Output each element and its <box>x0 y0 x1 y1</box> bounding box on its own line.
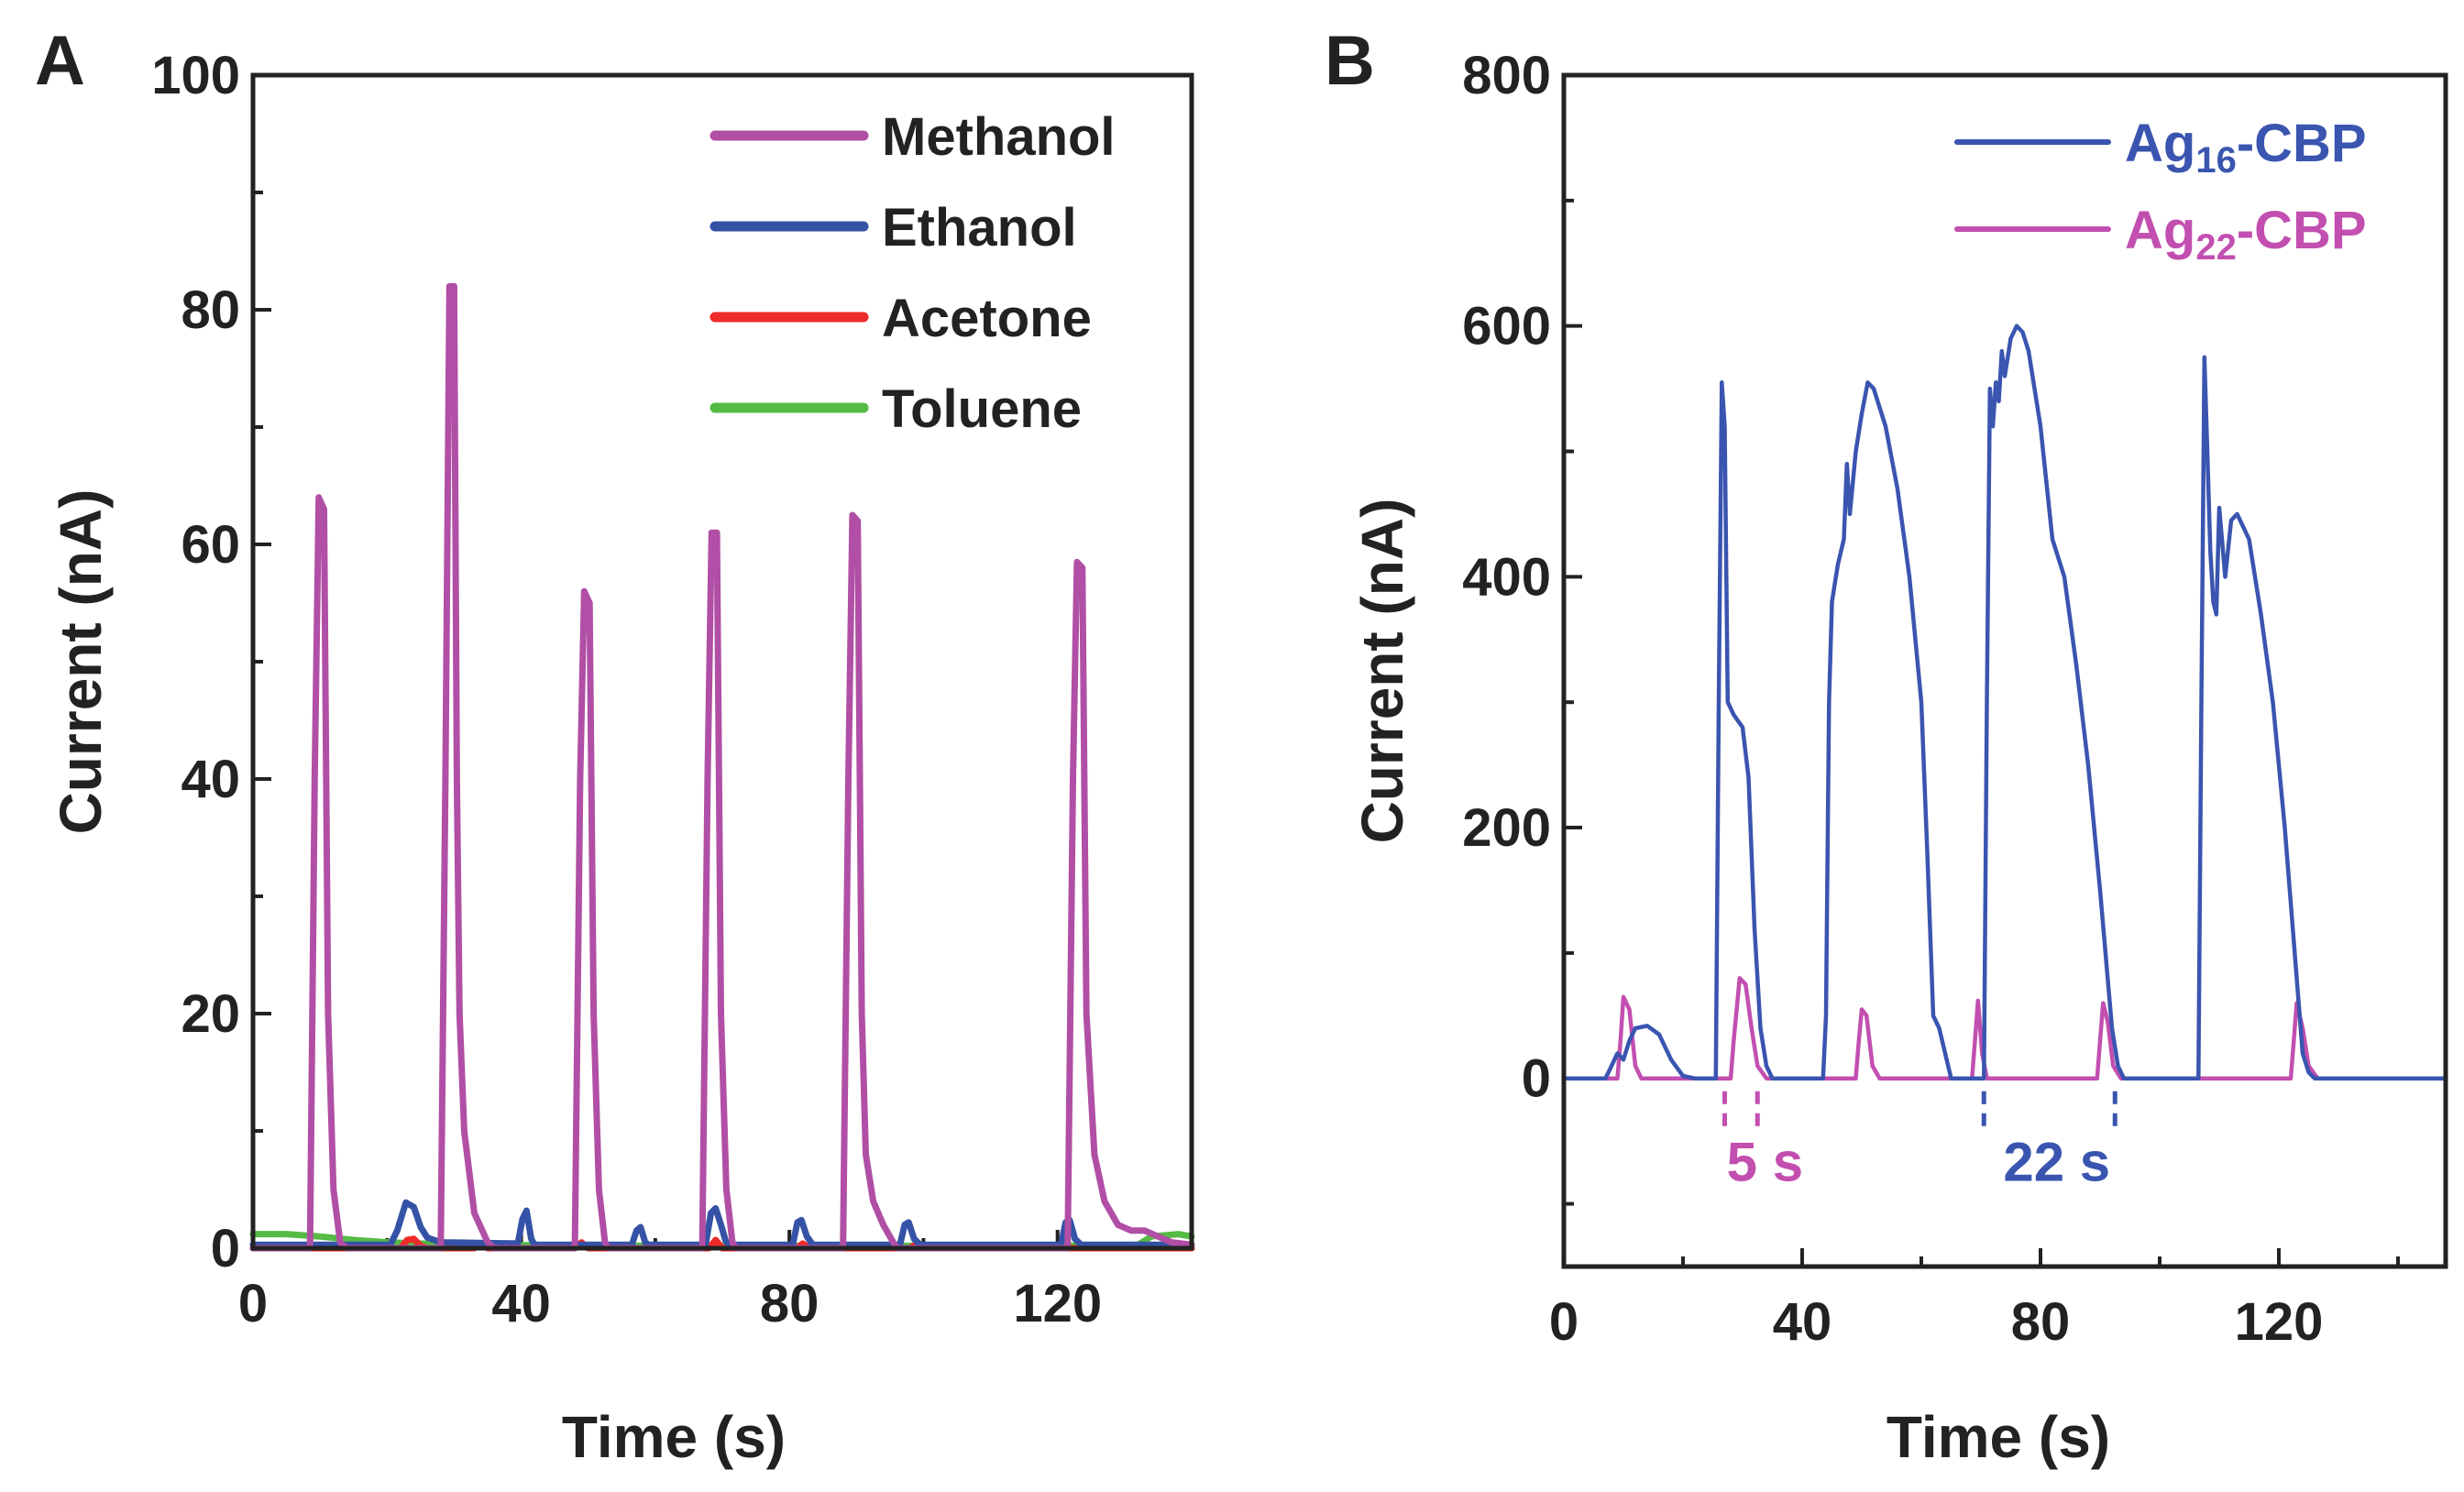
panel-a-legend: Methanol Ethanol Acetone Toluene <box>710 107 1116 439</box>
panel-a-x-tick-label: 120 <box>1013 1274 1102 1333</box>
panel-b-x-axis-title: Time (s) <box>1886 1404 2110 1470</box>
legend-label-ag16-cbp: Ag16-CBP <box>2125 114 2367 181</box>
panel-b-annotations: 5 s 22 s <box>1722 1091 2118 1193</box>
panel-b-y-axis-title: Current (nA) <box>1349 499 1415 844</box>
legend-label-methanol: Methanol <box>882 107 1116 167</box>
panel-a-y-tick-label: 80 <box>181 280 240 340</box>
panel-b-ticks: 0 40 80 120 0 200 400 600 800 <box>1462 46 2400 1352</box>
panel-a-y-tick-label: 0 <box>211 1219 240 1278</box>
panel-a-x-tick-label: 40 <box>491 1274 551 1333</box>
panel-a-series-ethanol <box>249 1199 1195 1248</box>
panel-a-y-tick-label: 20 <box>181 984 240 1044</box>
panel-b-y-tick-label: 0 <box>1522 1049 1551 1109</box>
panel-a-y-axis-title: Current (nA) <box>48 489 114 835</box>
panel-b-y-tick-label: 800 <box>1462 46 1551 105</box>
panel-b-series-ag16-cbp <box>1561 324 2448 1081</box>
panel-b-axes-frame <box>1561 72 2448 1269</box>
panel-b-y-tick-label: 600 <box>1462 297 1551 357</box>
panel-b-series <box>1561 324 2448 1081</box>
panel-b-y-tick-label: 400 <box>1462 547 1551 607</box>
panel-letter-a: A <box>35 22 85 100</box>
legend-label-ethanol: Ethanol <box>882 198 1077 258</box>
legend-label-ag22-cbp: Ag22-CBP <box>2125 201 2367 268</box>
panel-b-x-tick-label: 80 <box>2011 1292 2071 1352</box>
panel-b-legend: Ag16-CBP Ag22-CBP <box>1954 114 2367 268</box>
panel-b-x-tick-label: 40 <box>1773 1292 1832 1352</box>
panel-a-y-tick-label: 100 <box>151 46 240 105</box>
panel-b-x-tick-label: 120 <box>2235 1292 2324 1352</box>
panel-a-x-axis-title: Time (s) <box>562 1404 786 1470</box>
panel-a-series <box>249 282 1195 1252</box>
panel-b-x-tick-label: 0 <box>1549 1292 1578 1352</box>
panel-a: A 0 40 80 120 0 20 40 60 80 100 Time (s) Current … <box>35 22 1195 1470</box>
annotation-label: 22 s <box>2003 1132 2110 1193</box>
panel-a-x-tick-label: 80 <box>760 1274 820 1333</box>
panel-b-series-ag22-cbp <box>1561 976 2448 1081</box>
legend-label-toluene: Toluene <box>882 379 1082 439</box>
panel-letter-b: B <box>1325 22 1375 100</box>
panel-a-x-tick-label: 0 <box>238 1274 268 1333</box>
panel-a-y-tick-label: 60 <box>181 515 240 575</box>
panel-a-y-tick-label: 40 <box>181 750 240 809</box>
panel-b: B 0 40 80 120 0 200 400 600 800 Time (s) Current… <box>1325 22 2448 1470</box>
panel-a-series-methanol <box>249 282 1195 1252</box>
panel-b-y-tick-label: 200 <box>1462 798 1551 858</box>
panel-a-ticks: 0 40 80 120 0 20 40 60 80 100 <box>151 46 1194 1333</box>
legend-label-acetone: Acetone <box>882 289 1092 348</box>
annotation-label: 5 s <box>1727 1132 1803 1193</box>
panel-a-axes-frame <box>250 72 1194 1251</box>
